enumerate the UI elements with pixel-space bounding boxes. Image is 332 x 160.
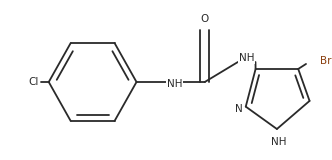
Text: N: N [235, 104, 243, 114]
Text: Cl: Cl [29, 77, 39, 87]
Text: O: O [201, 14, 209, 24]
Text: NH: NH [167, 79, 182, 89]
Text: Br: Br [320, 56, 331, 66]
Text: NH: NH [271, 137, 287, 147]
Text: NH: NH [239, 53, 254, 63]
